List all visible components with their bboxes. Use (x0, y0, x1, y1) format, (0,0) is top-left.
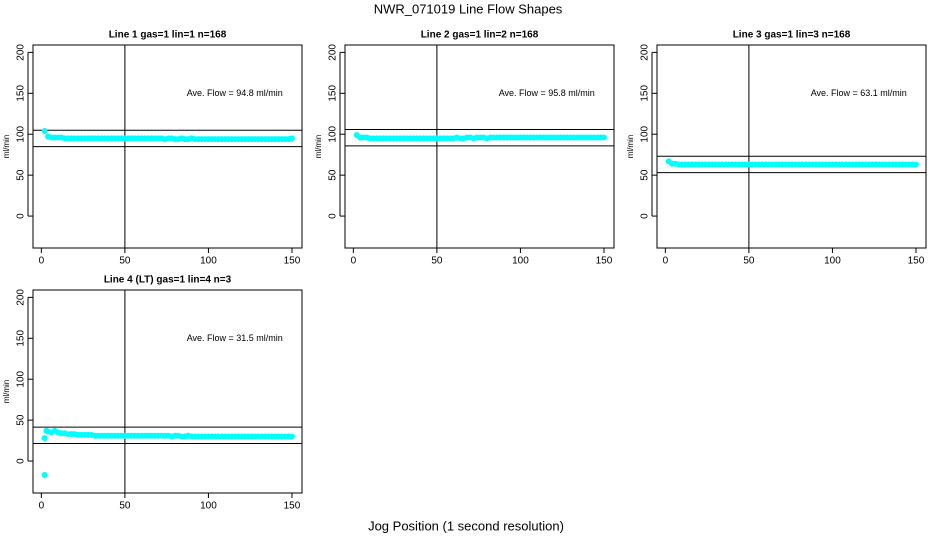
panel: Line 3 gas=1 lin=3 n=168 0 50 100 150 200 0 50 1… (626, 30, 927, 267)
panel-title: Line 4 (LT) gas=1 lin=4 n=3 (104, 275, 232, 286)
y-tick-label: 150 (640, 85, 651, 102)
y-tick-label: 200 (640, 44, 651, 61)
y-tick-label: 0 (640, 213, 651, 219)
y-axis-label: ml/min (626, 135, 635, 159)
plot-frame (344, 44, 615, 249)
annotation: Ave. Flow = 94.8 ml/min (187, 88, 283, 98)
y-axis-label: ml/min (2, 380, 11, 404)
annotation: Ave. Flow = 31.5 ml/min (187, 333, 283, 343)
panel: Line 4 (LT) gas=1 lin=4 n=3 0 50 100 150 200 0… (2, 275, 303, 512)
x-tick-label: 50 (119, 501, 131, 512)
panel: Line 1 gas=1 lin=1 n=168 0 50 100 150 200 0 50 1… (2, 30, 303, 267)
y-axis-label: ml/min (314, 135, 323, 159)
annotation: Ave. Flow = 63.1 ml/min (811, 88, 907, 98)
point (912, 161, 919, 168)
x-axis-label: Jog Position (1 second resolution) (368, 518, 564, 533)
x-tick-label: 100 (200, 256, 217, 267)
panel-title: Line 2 gas=1 lin=2 n=168 (421, 30, 539, 41)
y-tick-label: 200 (328, 44, 339, 61)
point (41, 127, 48, 134)
y-tick-label: 150 (16, 330, 27, 347)
y-tick-label: 50 (16, 169, 27, 181)
y-tick-label: 100 (328, 125, 339, 142)
panel: Line 2 gas=1 lin=2 n=168 0 50 100 150 200 0 50 1… (314, 30, 615, 267)
point (41, 471, 48, 478)
figure-title: NWR_071019 Line Flow Shapes (374, 1, 563, 16)
y-tick-label: 0 (16, 458, 27, 464)
x-tick-label: 150 (596, 256, 613, 267)
x-tick-label: 0 (39, 501, 45, 512)
x-tick-label: 50 (431, 256, 443, 267)
x-tick-label: 150 (908, 256, 925, 267)
y-tick-label: 100 (640, 125, 651, 142)
point (288, 135, 295, 142)
x-tick-label: 0 (663, 256, 669, 267)
x-tick-label: 150 (284, 256, 301, 267)
point (288, 433, 295, 440)
y-tick-label: 0 (328, 213, 339, 219)
y-tick-label: 50 (640, 169, 651, 181)
x-tick-label: 0 (351, 256, 357, 267)
plot-frame (656, 44, 927, 249)
y-tick-label: 50 (328, 169, 339, 181)
x-tick-label: 0 (39, 256, 45, 267)
y-tick-label: 100 (16, 125, 27, 142)
y-tick-label: 0 (16, 213, 27, 219)
x-tick-label: 50 (119, 256, 131, 267)
panel-title: Line 1 gas=1 lin=1 n=168 (109, 30, 227, 41)
point (41, 435, 48, 442)
x-tick-label: 50 (743, 256, 755, 267)
y-tick-label: 200 (16, 44, 27, 61)
y-tick-label: 200 (16, 289, 27, 306)
y-tick-label: 100 (16, 370, 27, 387)
annotation: Ave. Flow = 95.8 ml/min (499, 88, 595, 98)
y-tick-label: 150 (328, 85, 339, 102)
x-tick-label: 100 (824, 256, 841, 267)
x-tick-label: 150 (284, 501, 301, 512)
plot-frame (32, 289, 303, 494)
x-tick-label: 100 (512, 256, 529, 267)
y-tick-label: 150 (16, 85, 27, 102)
point (600, 134, 607, 141)
x-tick-label: 100 (200, 501, 217, 512)
panel-title: Line 3 gas=1 lin=3 n=168 (733, 30, 851, 41)
y-tick-label: 50 (16, 414, 27, 426)
y-axis-label: ml/min (2, 135, 11, 159)
